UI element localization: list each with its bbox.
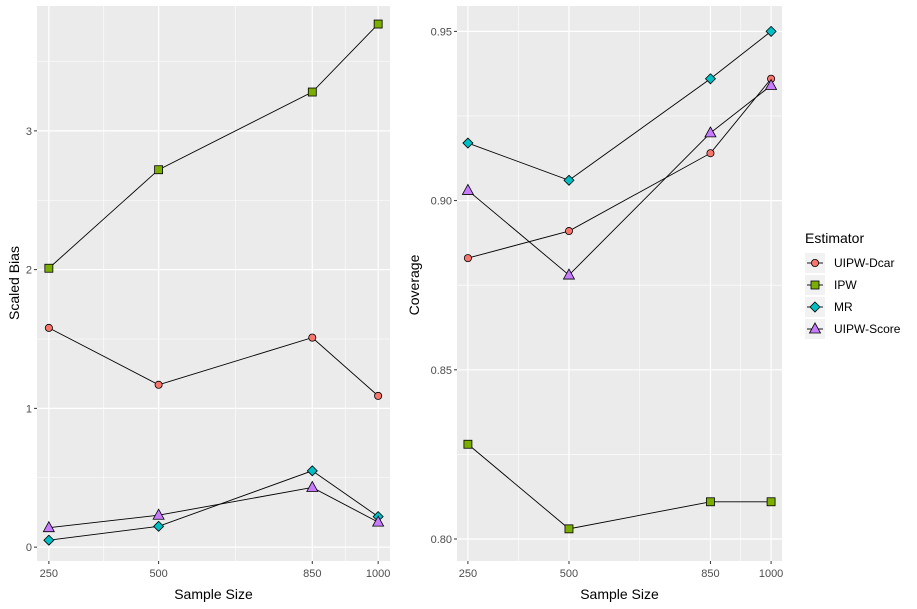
plot-background — [37, 6, 390, 561]
y-tick-label: 0.95 — [431, 26, 452, 38]
series-line-uipw-dcar — [467, 78, 772, 259]
x-tick-label: 850 — [701, 568, 719, 580]
legend-item: IPW — [805, 275, 857, 295]
data-point-mr — [765, 25, 777, 37]
data-point-uipw-score — [562, 268, 576, 280]
series-line-ipw — [48, 23, 379, 269]
y-tick-label: 0.80 — [431, 534, 452, 546]
x-tick-label: 1000 — [366, 568, 390, 580]
data-point-ipw — [766, 497, 776, 507]
x-tick-label: 500 — [560, 568, 578, 580]
series-line-uipw-score — [467, 85, 772, 276]
data-point-uipw-score — [371, 515, 385, 527]
data-point-uipw-dcar — [44, 323, 53, 332]
legend-key-marker — [809, 301, 821, 313]
data-point-ipw — [373, 19, 383, 29]
data-point-ipw — [307, 87, 317, 97]
legend-title: Estimator — [805, 230, 864, 246]
series-line-mr — [48, 470, 379, 541]
data-point-mr — [563, 174, 575, 186]
data-point-mr — [462, 137, 474, 149]
y-tick-label: 0 — [26, 542, 32, 554]
x-tick-label: 1000 — [759, 568, 783, 580]
y-axis-title: Coverage — [406, 254, 422, 315]
data-point-uipw-score — [306, 480, 319, 492]
y-axis-title: Scaled Bias — [6, 246, 22, 320]
data-point-uipw-score — [704, 126, 717, 138]
legend-item: UIPW-Dcar — [805, 253, 894, 273]
data-point-ipw — [154, 165, 164, 175]
data-point-uipw-dcar — [463, 254, 472, 263]
data-point-uipw-dcar — [706, 149, 715, 158]
y-tick-label: 0.90 — [431, 196, 452, 208]
data-point-uipw-score — [152, 508, 165, 520]
legend-label: UIPW-Dcar — [834, 256, 894, 270]
x-axis-title: Sample Size — [174, 586, 253, 602]
data-point-uipw-score — [764, 78, 778, 90]
data-point-ipw — [706, 497, 715, 507]
series-line-uipw-score — [48, 486, 379, 529]
data-point-ipw — [463, 439, 473, 449]
x-tick-label: 250 — [459, 568, 477, 580]
data-point-uipw-dcar — [154, 380, 163, 389]
series-line-ipw — [467, 443, 772, 530]
legend-item: UIPW-Score — [805, 319, 901, 339]
data-point-ipw — [44, 263, 54, 273]
y-tick-label: 1 — [26, 403, 32, 415]
legend-key-marker — [808, 322, 822, 334]
legend-label: UIPW-Score — [834, 322, 901, 336]
coverage-chart: 250 500 850 1000 0.80 0.85 0.90 0.95 Sample Si… — [406, 6, 783, 602]
plot-background — [457, 6, 782, 561]
data-point-uipw-score — [461, 183, 475, 195]
data-point-mr — [704, 73, 717, 85]
legend: Estimator UIPW-Dcar IPW MR UIPW-Score — [805, 230, 901, 339]
data-point-uipw-dcar — [564, 227, 573, 236]
legend-label: IPW — [834, 278, 857, 292]
series-line-uipw-dcar — [48, 327, 379, 397]
data-point-mr — [153, 520, 165, 532]
series-line-mr — [467, 31, 772, 181]
data-point-mr — [306, 465, 318, 477]
legend-key-marker — [810, 280, 820, 290]
x-tick-label: 250 — [40, 568, 58, 580]
x-axis-title: Sample Size — [580, 586, 659, 602]
data-point-ipw — [564, 524, 574, 534]
data-point-uipw-score — [42, 520, 56, 533]
data-point-uipw-dcar — [374, 391, 383, 400]
data-point-uipw-dcar — [308, 333, 317, 342]
y-tick-label: 3 — [26, 126, 32, 138]
data-point-mr — [43, 534, 55, 546]
y-tick-label: 2 — [26, 265, 32, 277]
legend-label: MR — [834, 300, 853, 314]
scaled-bias-chart: 250 500 850 1000 0 1 2 3 Sample Size Scaled Bi… — [6, 6, 390, 602]
legend-key-marker — [811, 258, 820, 267]
x-tick-label: 850 — [303, 568, 321, 580]
legend-item: MR — [805, 297, 853, 317]
y-tick-label: 0.85 — [431, 365, 452, 377]
x-tick-label: 500 — [149, 568, 167, 580]
